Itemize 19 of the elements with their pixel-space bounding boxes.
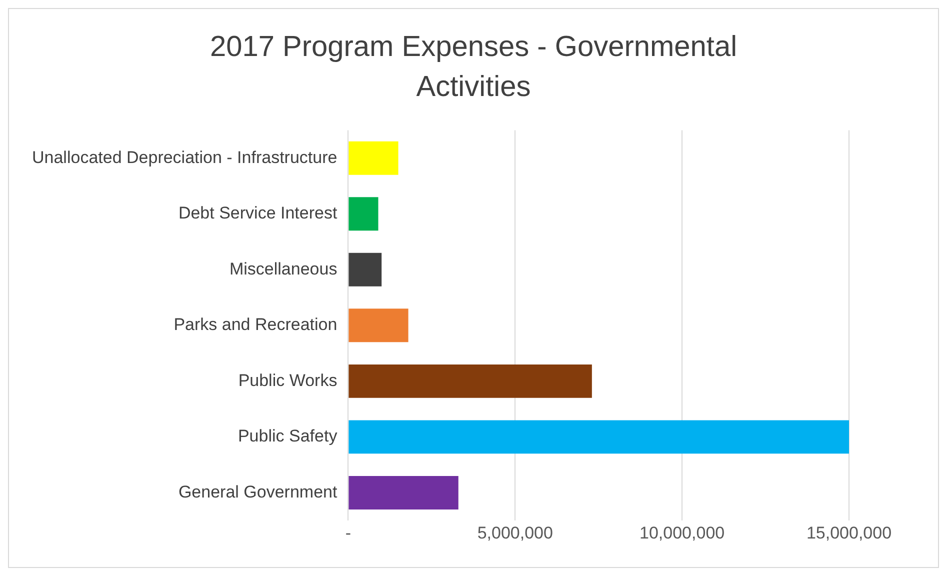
x-tick-label: 10,000,000 — [640, 523, 725, 542]
bar — [348, 420, 849, 454]
bar — [348, 364, 592, 398]
chart-title: 2017 Program Expenses - Governmental Activities — [208, 30, 738, 105]
y-tick-label: Public Works — [238, 370, 338, 390]
bar — [348, 476, 458, 510]
bar — [348, 252, 382, 286]
y-tick-label: Debt Service Interest — [178, 204, 338, 223]
bar — [348, 141, 398, 175]
y-tick-label: Parks and Recreation — [174, 315, 338, 334]
y-tick-label: Public Safety — [238, 426, 338, 446]
x-tick-label: 5,000,000 — [477, 523, 553, 542]
bar — [348, 308, 408, 342]
y-tick-label: General Government — [178, 482, 338, 502]
bar — [348, 197, 378, 231]
x-tick-label: 15,000,000 — [806, 523, 892, 542]
x-tick-label: - — [345, 523, 352, 542]
y-tick-label: Miscellaneous — [229, 259, 338, 278]
y-tick-label: Unallocated Depreciation - Infrastructure — [32, 148, 338, 167]
